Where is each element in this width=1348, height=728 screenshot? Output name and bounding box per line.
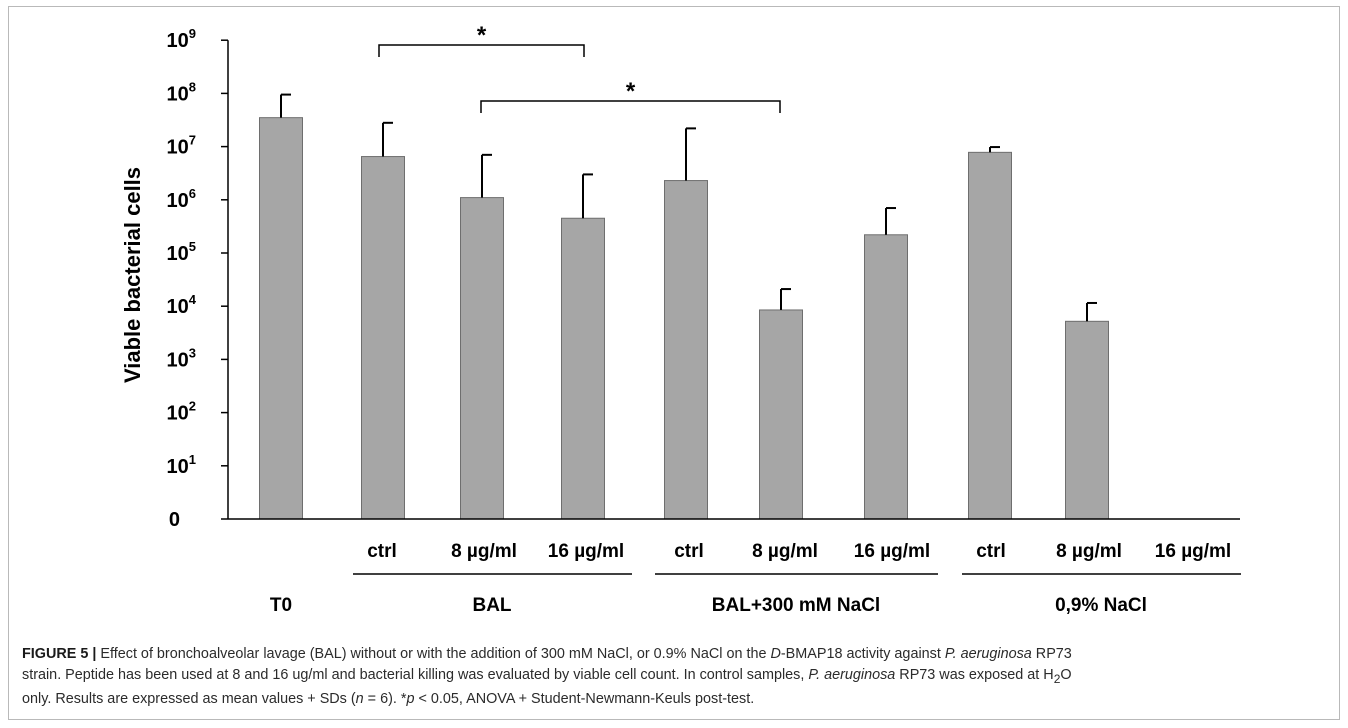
category-label: 16 µg/ml xyxy=(548,541,624,562)
error-bar xyxy=(382,121,393,157)
figure-label: FIGURE 5 | xyxy=(22,646,97,662)
caption-text: 2 xyxy=(1053,671,1061,686)
bar-chart: 0 101 102 103 104 105 106 107 108 109 ctrl 8 µg/ml… xyxy=(120,22,1241,616)
caption-text: = 6). * xyxy=(363,690,407,707)
y-tick-label: 106 xyxy=(167,186,196,212)
group-label: T0 xyxy=(270,595,292,616)
bar xyxy=(968,151,1012,520)
caption-text: D xyxy=(770,646,781,662)
bar xyxy=(259,117,303,520)
caption-text: O xyxy=(1060,666,1072,683)
bar xyxy=(759,309,803,520)
caption-text: strain. Peptide has been used at 8 and 1… xyxy=(22,666,809,683)
error-bar xyxy=(280,93,291,118)
bar xyxy=(664,180,708,520)
category-label: 8 µg/ml xyxy=(451,541,517,562)
error-bar xyxy=(582,173,593,219)
caption-text: p xyxy=(406,690,415,707)
y-tick-label: 102 xyxy=(167,399,196,425)
category-labels: ctrl 8 µg/ml 16 µg/ml ctrl 8 µg/ml 16 µg/ml ct… xyxy=(367,541,1231,562)
y-axis-title: Viable bacterial cells xyxy=(120,167,145,383)
caption-text: -BMAP18 activity against xyxy=(780,646,945,662)
group-label: 0,9% NaCl xyxy=(1055,595,1147,616)
error-bar xyxy=(481,153,492,198)
caption-text: P. aeruginosa xyxy=(944,646,1032,662)
caption-text: Effect of bronchoalveolar lavage (BAL) w… xyxy=(96,646,771,662)
category-label: ctrl xyxy=(367,541,397,562)
category-label: ctrl xyxy=(976,541,1006,562)
category-label: 16 µg/ml xyxy=(1155,541,1231,562)
bars xyxy=(259,117,1109,520)
bar xyxy=(361,156,405,520)
group-labels: T0 BAL BAL+300 mM NaCl 0,9% NaCl xyxy=(270,573,1241,616)
caption-text: RP73 was exposed at H xyxy=(895,666,1054,683)
significance-annotations: ** xyxy=(378,22,781,113)
group-label: BAL+300 mM NaCl xyxy=(712,595,880,616)
y-axis-ticks: 0 101 102 103 104 105 106 107 108 109 xyxy=(167,26,228,531)
y-tick-label: 0 xyxy=(169,509,180,531)
bar xyxy=(1065,320,1109,520)
bar xyxy=(460,197,504,520)
significance-bracket: * xyxy=(378,22,585,57)
y-tick-label: 109 xyxy=(167,26,196,52)
error-bar xyxy=(685,127,696,181)
significance-bracket: * xyxy=(480,78,781,113)
category-label: 8 µg/ml xyxy=(1056,541,1122,562)
error-bar xyxy=(1086,301,1097,322)
caption-text: < 0.05, ANOVA + Student-Newmann-Keuls po… xyxy=(414,690,755,707)
y-tick-label: 101 xyxy=(167,452,196,478)
category-label: 8 µg/ml xyxy=(752,541,818,562)
error-bar xyxy=(989,146,1000,153)
significance-star: * xyxy=(626,78,636,105)
error-bar xyxy=(885,207,896,235)
y-tick-label: 108 xyxy=(167,79,196,105)
category-label: ctrl xyxy=(674,541,704,562)
y-tick-label: 105 xyxy=(167,239,196,265)
figure-frame xyxy=(8,6,1340,720)
y-tick-label: 103 xyxy=(167,345,196,371)
error-bars xyxy=(280,93,1097,322)
bar xyxy=(561,217,605,520)
y-tick-label: 107 xyxy=(167,133,196,159)
caption-text: P. aeruginosa xyxy=(808,666,896,683)
error-bar xyxy=(780,288,791,310)
category-label: 16 µg/ml xyxy=(854,541,930,562)
caption-text: only. Results are expressed as mean valu… xyxy=(22,690,356,707)
figure-caption: FIGURE 5 | Effect of bronchoalveolar lav… xyxy=(22,644,1332,709)
group-label: BAL xyxy=(472,595,511,616)
axes xyxy=(227,40,1240,520)
caption-text: RP73 xyxy=(1031,646,1072,662)
significance-star: * xyxy=(477,22,487,49)
y-tick-label: 104 xyxy=(167,292,197,318)
caption-text: n xyxy=(355,690,364,707)
bar xyxy=(864,234,908,520)
